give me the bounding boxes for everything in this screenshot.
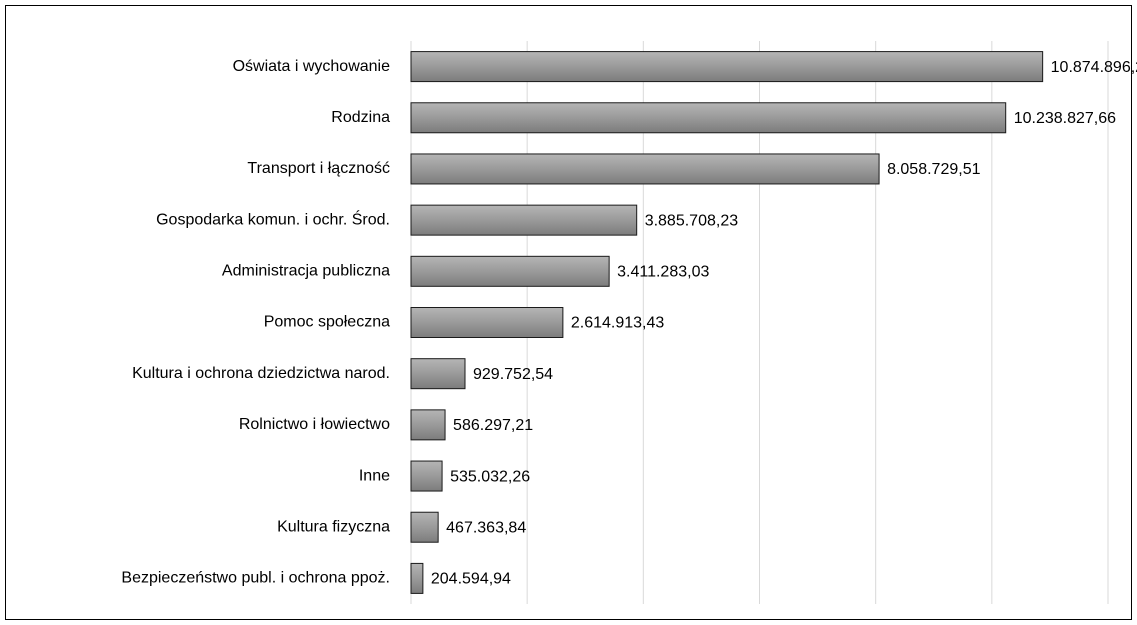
data-label: 10.874.896,21 (1051, 59, 1137, 76)
data-label: 3.885.708,23 (645, 212, 739, 229)
y-tick-label: Rolnictwo i łowiectwo (239, 416, 390, 433)
data-label: 3.411.283,03 (617, 264, 709, 281)
bar (410, 255, 610, 287)
bar (410, 409, 446, 441)
data-label: 586.297,21 (453, 417, 533, 434)
bar (410, 307, 564, 338)
data-label: 8.058.729,51 (887, 161, 981, 178)
y-tick-label: Administracja publiczna (222, 263, 390, 280)
bar (410, 358, 466, 390)
bar (410, 511, 439, 543)
y-tick-label: Pomoc społeczna (264, 314, 390, 331)
bar (410, 204, 638, 236)
y-tick-label: Kultura fizyczna (277, 518, 390, 535)
bar (410, 562, 424, 594)
data-label: 2.614.913,43 (571, 315, 665, 332)
data-label: 204.594,94 (431, 571, 511, 588)
data-label: 535.032,26 (450, 468, 530, 485)
chart-border (5, 5, 1132, 620)
y-tick-label: Transport i łączność (247, 160, 390, 177)
y-tick-label: Bezpieczeństwo publ. i ochrona ppoż. (121, 570, 390, 587)
y-tick-label: Gospodarka komun. i ochr. Środ. (156, 209, 390, 228)
y-tick-label: Oświata i wychowanie (233, 58, 391, 75)
bar (410, 102, 1007, 134)
data-label: 467.363,84 (446, 519, 526, 536)
y-tick-label: Inne (359, 467, 390, 484)
data-label: 929.752,54 (473, 366, 553, 383)
bar (410, 460, 443, 492)
bar (410, 51, 1044, 83)
bar (410, 153, 880, 185)
y-tick-label: Kultura i ochrona dziedzictwa narod. (132, 365, 390, 382)
y-tick-label: Rodzina (331, 109, 390, 126)
data-label: 10.238.827,66 (1014, 110, 1116, 127)
